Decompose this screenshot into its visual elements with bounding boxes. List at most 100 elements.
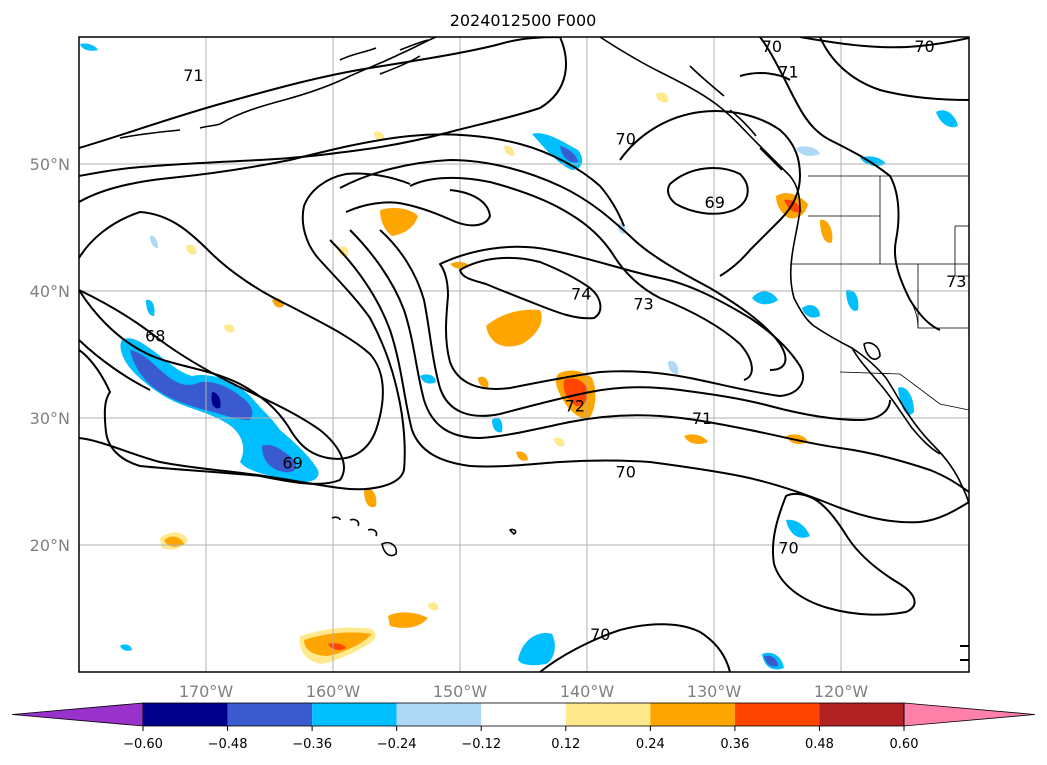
colorbar-segment [819,703,904,726]
latitude-axis: 50°N 40°N 30°N 20°N [30,155,70,555]
colorbar-frame [142,702,905,727]
colorbar-label: −0.12 [461,737,501,752]
contour-69-closed [667,167,749,215]
negative-anomaly-region [802,305,820,318]
positive-anomaly-region [516,451,528,461]
colorbar-label: −0.60 [123,737,163,752]
negative-anomaly-region [936,110,958,128]
negative-anomaly-region [518,633,555,666]
colorbar-segment [227,703,313,726]
height-contours [79,37,969,672]
weak-positive-anomaly-region [504,145,515,156]
contour-label: 71 [692,409,712,428]
positive-anomaly-region [478,376,489,388]
contour-label: 69 [282,453,302,472]
lat-label-20n: 20°N [30,536,70,555]
colorbar-segment [565,703,651,726]
hawaii [331,516,398,557]
strong-positive-anomaly-region [563,378,588,407]
weak-positive-anomaly-region [428,602,439,611]
negative-anomaly-region [898,387,914,415]
contour-label: 71 [183,66,203,85]
colorbar-segment [143,703,228,726]
colorbar-label: 0.60 [890,737,919,752]
contour-label: 70 [616,462,636,481]
borders [790,175,969,411]
negative-anomaly-region [146,299,155,316]
contour-69-west [79,289,345,485]
longitude-axis: 170°W 160°W 150°W 140°W 130°W 120°W [179,682,869,701]
colorbar-label: 0.24 [636,737,665,752]
strong-positive-anomaly-region [784,199,802,213]
contour-70-south [329,239,969,524]
contour-70-tropical [539,623,731,672]
lon-label-160w: 160°W [306,682,361,701]
contour-label: 72 [565,396,585,415]
contour-72 [379,229,891,421]
colorbar: −0.60 −0.48 −0.36 −0.24 −0.12 0.12 0.24 0.36 0.4… [11,702,1036,752]
positive-anomaly-region [364,488,377,508]
north-america-west-coast [599,37,969,505]
colorbar-label: 0.12 [551,737,580,752]
negative-anomaly-region [764,655,778,667]
strong-negative-anomaly-region [130,350,253,420]
strong-negative-anomaly-region [262,444,297,473]
contour-label: 70 [590,625,610,644]
contour-labels: 71 70 70 71 70 69 74 73 68 72 71 70 69 70 70 73 [145,37,966,644]
contour-71-canada [739,37,941,331]
lat-label-50n: 50°N [30,155,70,174]
colorbar-label: −0.48 [208,737,248,752]
alaska-coast [219,37,437,125]
lon-label-140w: 140°W [560,682,615,701]
colorbar-segment [650,703,735,726]
contour-70-southeast [771,492,916,616]
contour-71-north [79,37,567,177]
lat-label-40n: 40°N [30,282,70,301]
contour-label: 68 [145,326,165,345]
negative-anomaly-region [120,644,132,651]
weak-negative-anomaly-region [150,235,158,248]
map-title: 2024012500 F000 [450,11,597,30]
contour-70-north [79,133,625,227]
colorbar-label: −0.24 [377,737,417,752]
contour-label: 69 [705,193,725,212]
colorbar-extend-high [903,702,1036,727]
colorbar-extend-low [11,702,144,727]
lon-label-120w: 120°W [814,682,869,701]
lon-label-150w: 150°W [433,682,488,701]
contour-71-south [349,229,969,493]
map-frame [78,36,970,673]
weak-positive-anomaly-region [374,131,385,141]
weak-positive-anomaly-region [554,437,565,447]
lon-label-170w: 170°W [179,682,234,701]
colorbar-segment [734,703,820,726]
anomaly-shading [80,43,958,670]
colorbar-segment [481,703,566,726]
lat-label-30n: 30°N [30,409,70,428]
weak-negative-anomaly-region [796,146,820,156]
positive-anomaly-region [486,309,542,347]
positive-anomaly-region [164,536,184,547]
positive-anomaly-region [684,434,708,444]
weak-positive-anomaly-region [224,324,235,333]
contour-70-pacific-northwest [619,109,801,277]
map-background [79,37,969,672]
contour-label: 73 [946,272,966,291]
negative-anomaly-region [560,146,578,163]
contour-73 [439,245,805,397]
map-area[interactable]: 71 70 70 71 70 69 74 73 68 72 71 70 69 70 70 73 [78,36,970,673]
contour-label: 70 [762,37,782,56]
positive-anomaly-region [820,219,833,243]
colorbar-segment [312,703,397,726]
negative-anomaly-region [420,374,436,384]
negative-anomaly-region [846,289,859,311]
negative-anomaly-region [80,43,98,51]
extreme-negative-anomaly-region [211,392,221,409]
weak-positive-anomaly-region [186,244,197,255]
contour-label: 73 [633,295,653,314]
contour-label: 70 [616,130,636,149]
weak-positive-anomaly-region [656,92,669,103]
contour-label: 70 [778,539,798,558]
contour-label: 70 [914,37,934,56]
contour-68 [79,211,384,460]
